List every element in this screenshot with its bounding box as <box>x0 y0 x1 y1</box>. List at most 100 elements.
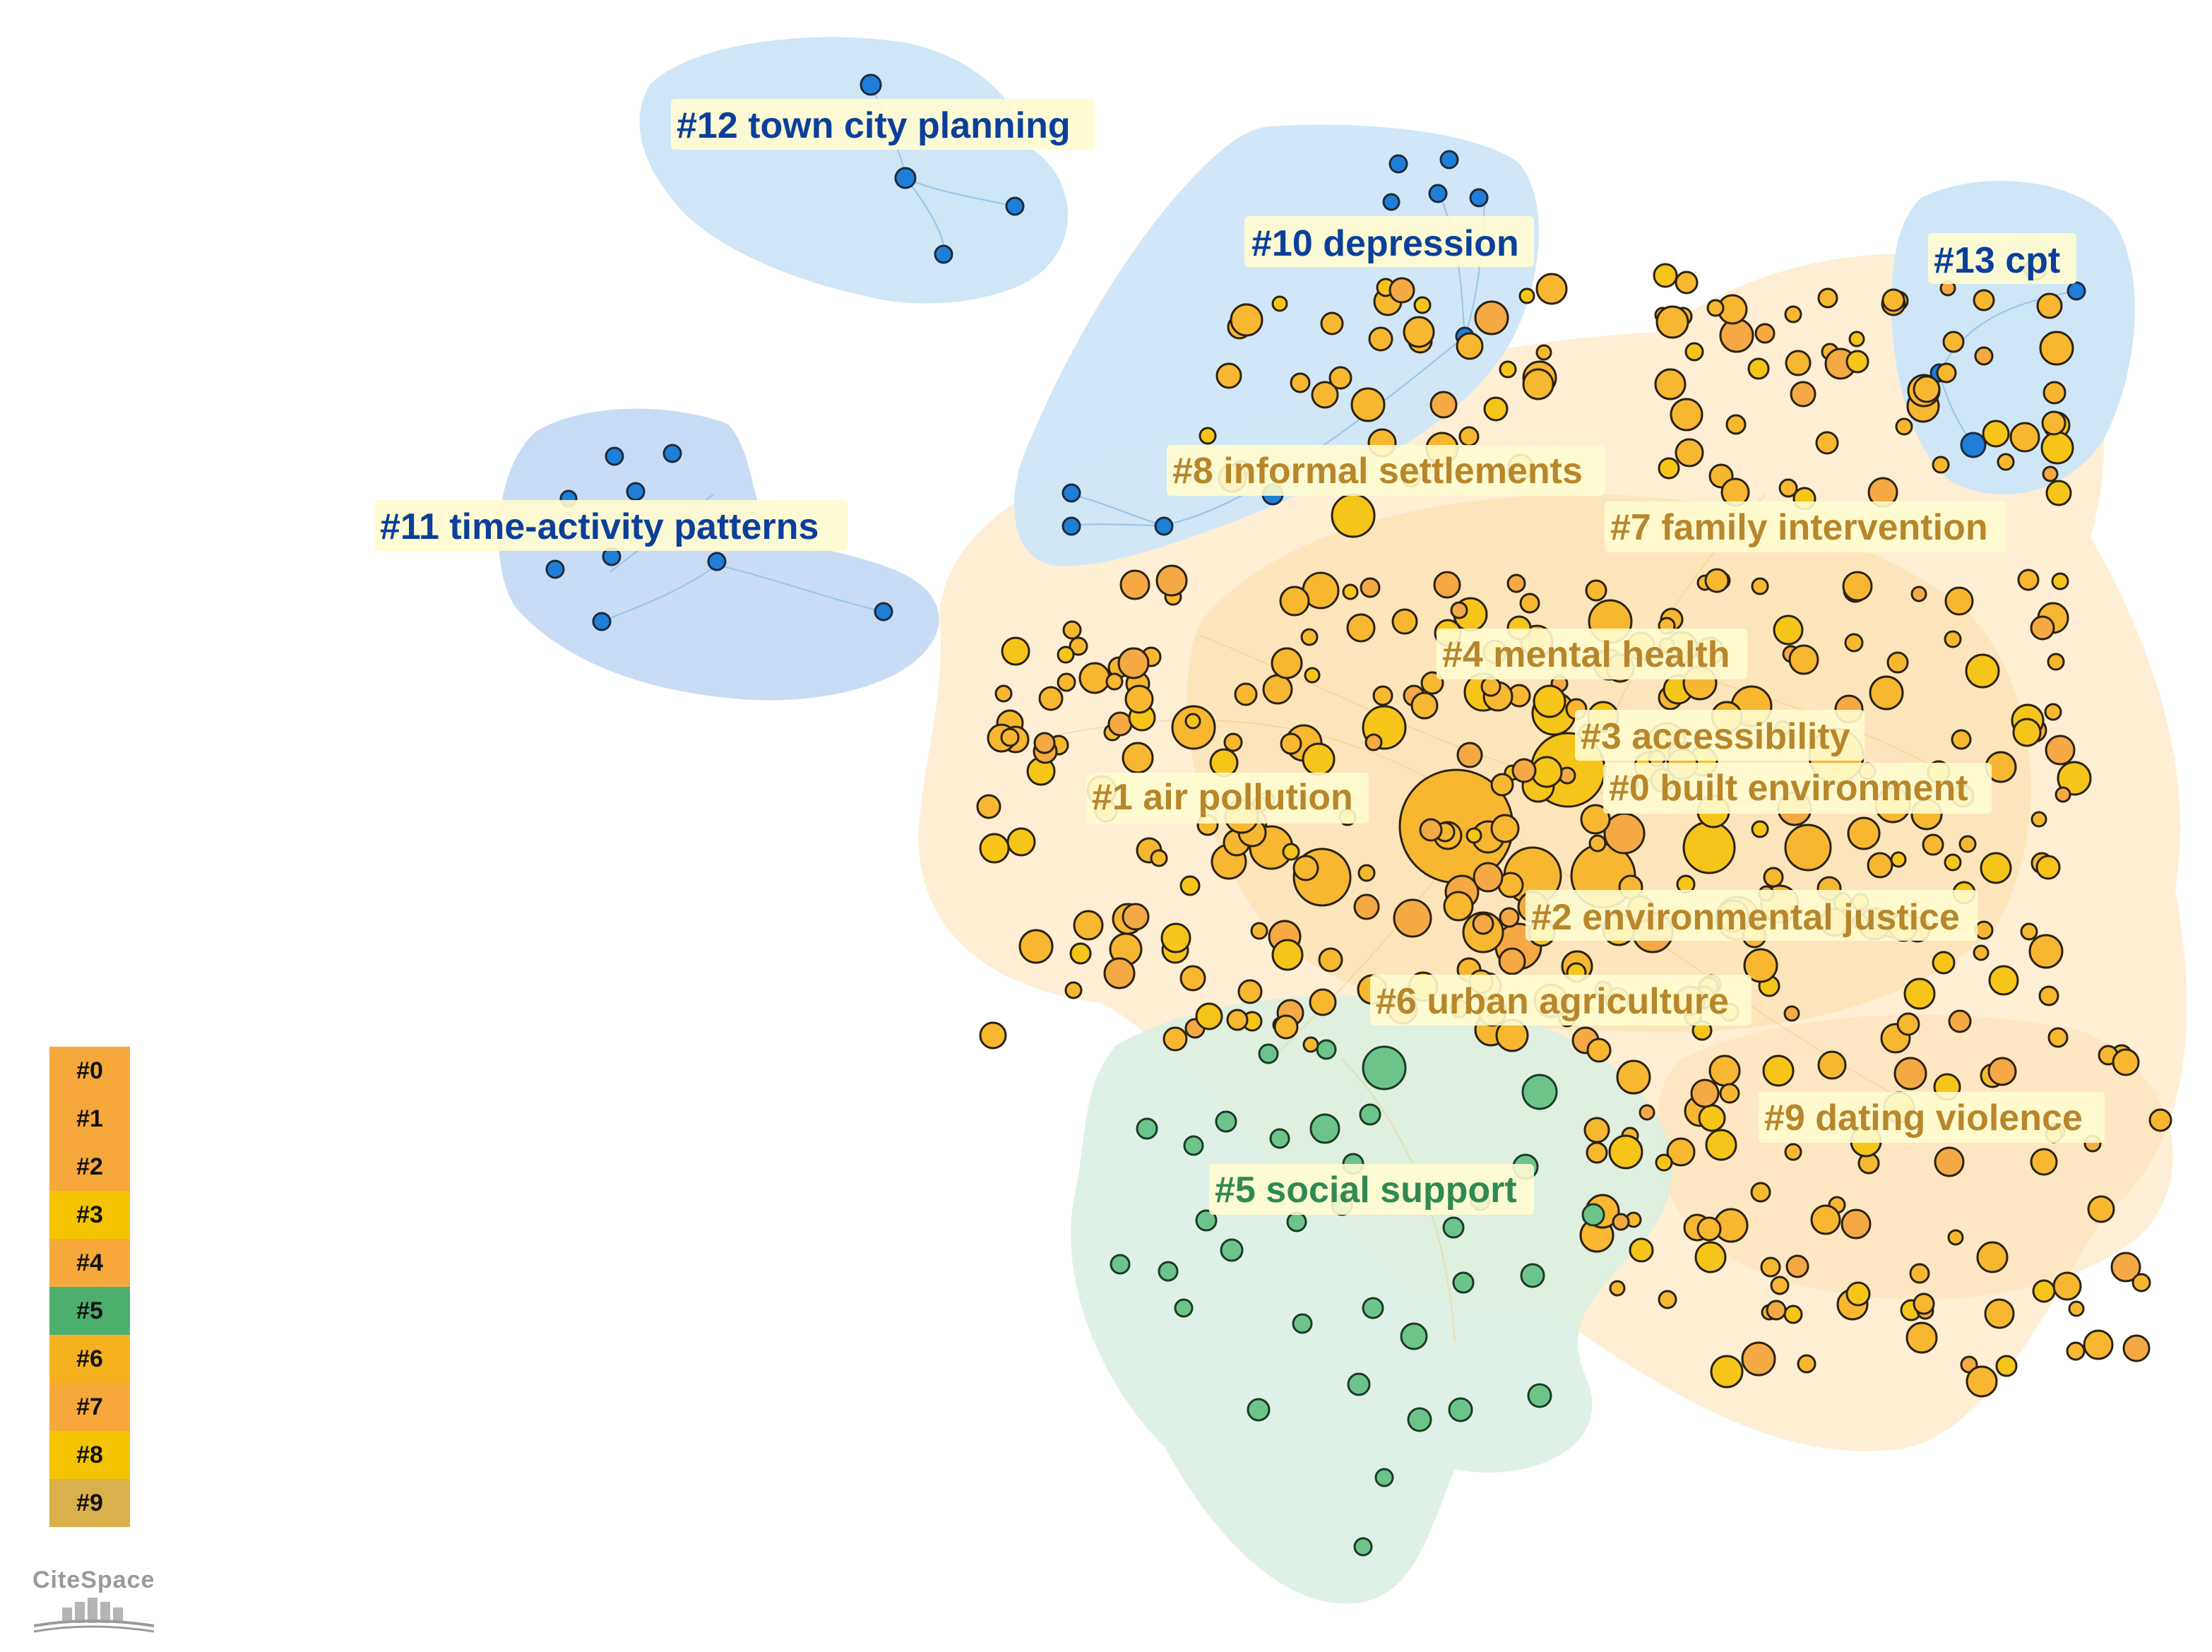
label-air-pollution: #1 air pollution <box>1086 773 1369 824</box>
label-air-pollution-text: #1 air pollution <box>1092 777 1353 818</box>
node-orange-23 <box>1519 593 1540 614</box>
node-orange-198 <box>1903 977 1936 1010</box>
node-green-15 <box>1110 1254 1131 1275</box>
node-orange-10 <box>1262 674 1293 705</box>
node-orange-343 <box>1320 311 1344 335</box>
node-orange-407 <box>1710 1355 1744 1389</box>
node-green-12 <box>1286 1211 1307 1232</box>
node-orange-405 <box>1810 1204 1841 1235</box>
node-orange-245 <box>1062 620 1082 640</box>
node-orange-300 <box>1784 305 1802 323</box>
node-orange-197 <box>1498 947 1526 975</box>
label-depression: #10 depression <box>1244 216 1534 267</box>
node-orange-87 <box>1318 947 1343 973</box>
node-orange-121 <box>1353 893 1380 920</box>
node-green-7 <box>1269 1128 1290 1149</box>
node-orange-big-10 <box>1784 824 1832 872</box>
node-orange-397 <box>2131 1273 2151 1293</box>
node-blue-25 <box>1960 432 1987 458</box>
node-orange-233 <box>1506 574 1526 593</box>
node-green-23 <box>1581 1203 1605 1227</box>
node-orange-289 <box>1982 420 2010 448</box>
node-orange-309 <box>2009 422 2040 453</box>
node-orange-209 <box>1910 586 1927 602</box>
node-orange-112 <box>1006 827 1036 857</box>
node-orange-293 <box>1997 453 2015 471</box>
node-orange-237 <box>2044 703 2062 721</box>
node-orange-394 <box>1760 1256 1781 1278</box>
node-orange-119 <box>2017 569 2040 591</box>
node-orange-168 <box>1511 758 1537 783</box>
node-orange-377 <box>1750 1182 1771 1203</box>
node-orange-173 <box>1292 855 1319 881</box>
node-orange-59 <box>1280 732 1302 755</box>
node-orange-384 <box>1966 1365 1998 1398</box>
node-orange-299 <box>1815 431 1839 455</box>
node-orange-304 <box>1974 346 1994 366</box>
legend-item-7: #7 <box>49 1383 130 1431</box>
node-green-22 <box>1520 1263 1545 1288</box>
node-orange-420 <box>1609 1280 1626 1297</box>
node-orange-331 <box>1328 366 1352 390</box>
node-orange-236 <box>1000 727 1020 747</box>
node-orange-201 <box>979 833 1010 864</box>
node-orange-317 <box>1368 326 1393 352</box>
node-orange-281 <box>2042 465 2059 482</box>
node-orange-13 <box>1585 579 1607 602</box>
node-green-31 <box>1353 1537 1373 1557</box>
node-orange-421 <box>1696 1216 1722 1242</box>
legend-item-0: #0 <box>49 1047 130 1095</box>
node-orange-70 <box>1867 852 1893 879</box>
node-orange-225 <box>1974 920 1994 940</box>
legend-item-5: #5 <box>49 1287 130 1335</box>
node-orange-226 <box>1533 684 1566 718</box>
node-orange-313 <box>1785 350 1812 376</box>
node-orange-411 <box>1586 1038 1612 1063</box>
node-blue-11 <box>662 444 682 463</box>
node-green-14 <box>1195 1209 1218 1232</box>
node-orange-417 <box>1694 1241 1727 1273</box>
node-orange-231 <box>1419 818 1443 842</box>
citespace-logo: CiteSpace <box>20 1561 168 1639</box>
node-orange-208 <box>2057 761 2092 796</box>
node-orange-408 <box>1784 1143 1802 1161</box>
node-blue-8 <box>1469 188 1489 208</box>
node-orange-176 <box>1234 682 1258 706</box>
node-orange-189 <box>1890 851 1907 868</box>
node-orange-434 <box>1616 1059 1651 1095</box>
node-orange-339 <box>1535 344 1552 361</box>
node-orange-221 <box>1304 667 1321 684</box>
node-orange-103 <box>1391 608 1418 635</box>
node-orange-311 <box>1817 287 1838 309</box>
node-orange-214 <box>1073 910 1104 941</box>
node-green-2 <box>1362 1045 1407 1091</box>
node-orange-370 <box>1995 1355 2018 1377</box>
node-orange-131 <box>1896 1012 1920 1036</box>
node-orange-big-12 <box>1331 493 1376 538</box>
node-orange-371 <box>2083 1329 2114 1360</box>
node-orange-146 <box>1107 711 1133 737</box>
label-depression-text: #10 depression <box>1251 223 1519 264</box>
node-green-21 <box>1452 1271 1475 1294</box>
node-green-28 <box>1407 1407 1432 1432</box>
node-orange-375 <box>1741 1341 1776 1377</box>
label-cpt: #13 cpt <box>1928 233 2076 284</box>
node-orange-264 <box>1932 456 1950 474</box>
node-orange-268 <box>1778 478 1798 498</box>
node-orange-211 <box>1160 922 1191 953</box>
node-orange-223 <box>2030 615 2055 641</box>
node-orange-390 <box>1705 1129 1737 1161</box>
citespace-logo-icon <box>33 1598 155 1633</box>
node-orange-418 <box>1690 1078 1720 1108</box>
node-green-16 <box>1158 1261 1179 1282</box>
node-orange-401 <box>1770 1276 1790 1295</box>
node-blue-1 <box>894 167 917 189</box>
node-blue-6 <box>1382 193 1401 211</box>
node-blue-15 <box>545 559 565 579</box>
hull-dating-violence <box>1657 1014 2173 1300</box>
node-green-6 <box>1215 1110 1237 1133</box>
node-orange-141 <box>1078 662 1111 694</box>
node-orange-338 <box>1271 295 1288 312</box>
node-orange-77 <box>1155 564 1188 597</box>
